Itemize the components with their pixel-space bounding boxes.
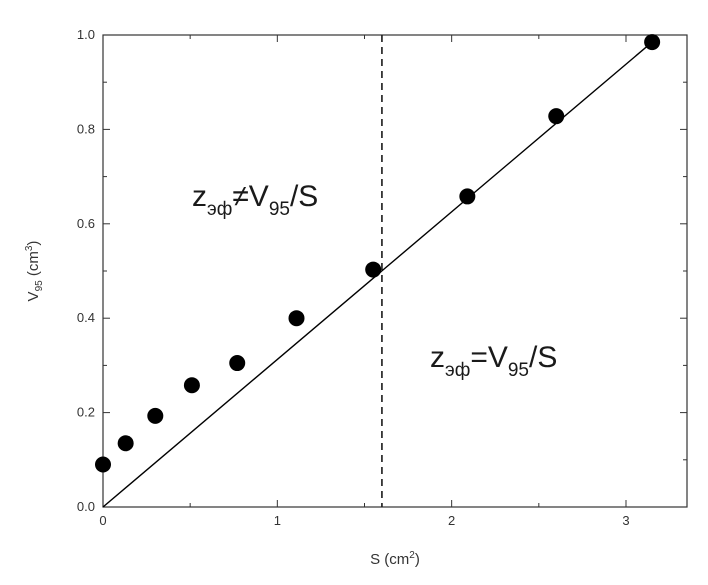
data-point — [365, 261, 382, 278]
y-tick-label: 0.2 — [77, 405, 95, 420]
data-point — [95, 456, 111, 473]
plot-frame — [102, 34, 688, 508]
data-point — [183, 377, 200, 394]
axis-tick-labels: 0 1 2 3 0.0 0.2 0.4 0.6 0.8 1.0 — [77, 27, 630, 528]
y-tick-label: 0.0 — [77, 499, 95, 514]
data-point — [644, 34, 661, 51]
annotation-right-region: zэф=V95/S — [430, 341, 557, 381]
annotation-left-region: zэф≠V95/S — [192, 180, 318, 220]
x-tick-label: 0 — [99, 513, 106, 528]
data-point — [229, 355, 246, 372]
y-tick-label: 0.8 — [77, 121, 95, 136]
x-tick-label: 1 — [274, 513, 281, 528]
y-tick-label: 0.4 — [77, 310, 95, 325]
y-tick-label: 1.0 — [77, 27, 95, 42]
data-point — [117, 435, 134, 452]
data-points — [95, 34, 661, 473]
axis-ticks — [102, 34, 687, 508]
x-tick-label: 2 — [448, 513, 455, 528]
x-axis-title: S (cm2) — [370, 550, 420, 568]
x-tick-label: 3 — [622, 513, 629, 528]
y-tick-label: 0.6 — [77, 216, 95, 231]
data-point — [548, 108, 565, 125]
data-point — [459, 188, 476, 205]
y-axis-title: V95 (cm3) — [24, 241, 45, 302]
data-point — [288, 310, 305, 327]
data-point — [147, 407, 164, 424]
